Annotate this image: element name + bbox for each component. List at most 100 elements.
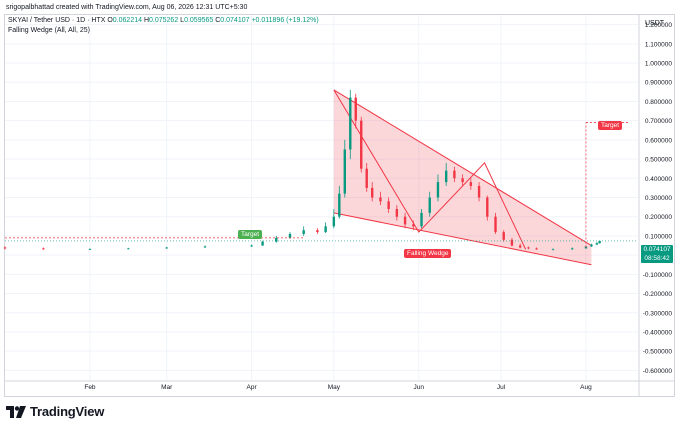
candle-body bbox=[88, 248, 92, 250]
candle-body bbox=[354, 97, 357, 121]
candle-body bbox=[461, 178, 464, 183]
y-tick-label: 0.600000 bbox=[645, 137, 672, 144]
candle-body bbox=[387, 201, 390, 210]
candle-body bbox=[395, 209, 399, 217]
change-value: +0.011896 (+19.12%) bbox=[251, 17, 319, 24]
candle-body bbox=[486, 197, 489, 217]
y-tick-label: 0.800000 bbox=[645, 99, 672, 106]
y-tick-label: 0.900000 bbox=[645, 80, 672, 87]
wedge-lower-line bbox=[333, 212, 592, 266]
y-tick-label: 0.100000 bbox=[645, 233, 672, 240]
open-value: 0.062214 bbox=[112, 17, 142, 24]
candle-body bbox=[518, 245, 522, 248]
y-tick-label: -0.100000 bbox=[643, 272, 673, 279]
y-tick-label: -0.400000 bbox=[643, 329, 673, 336]
candle-body bbox=[370, 187, 374, 198]
ohlc-legend: SKYAI / Tether USD · 1D · HTX O0.062214 … bbox=[8, 17, 319, 24]
candle-body bbox=[338, 193, 341, 217]
y-tick-label: 0.400000 bbox=[645, 176, 672, 183]
y-tick-label: -0.200000 bbox=[643, 291, 673, 298]
target-label-left: Target bbox=[238, 230, 263, 239]
candle-body bbox=[551, 249, 555, 251]
x-tick-label: May bbox=[328, 384, 341, 391]
x-tick-label: Mar bbox=[161, 384, 173, 391]
tradingview-wordmark: TradingView bbox=[30, 404, 105, 419]
candle-body bbox=[379, 197, 382, 202]
candle-body bbox=[332, 216, 336, 227]
candle-body bbox=[595, 243, 599, 245]
candle-body bbox=[469, 182, 473, 186]
candle-body bbox=[360, 120, 363, 169]
wedge-zigzag bbox=[333, 89, 527, 250]
candle-body bbox=[510, 239, 514, 246]
y-tick-label: -0.500000 bbox=[643, 349, 673, 356]
candle-body bbox=[316, 230, 319, 233]
currency-unit-label[interactable]: USDT bbox=[645, 20, 665, 27]
x-tick-label: Aug bbox=[580, 384, 592, 391]
wedge-upper-line bbox=[333, 89, 592, 246]
candle-body bbox=[412, 224, 415, 227]
close-value: 0.074107 bbox=[220, 17, 250, 24]
candle-body bbox=[3, 247, 7, 249]
y-tick-label: 0.300000 bbox=[645, 195, 672, 202]
target-label-right: Target bbox=[598, 121, 623, 130]
candle-body bbox=[302, 230, 305, 234]
low-value: 0.059565 bbox=[184, 17, 214, 24]
y-tick-label: 0.700000 bbox=[645, 118, 672, 125]
chart-frame[interactable] bbox=[4, 14, 675, 397]
candle-body bbox=[403, 216, 407, 225]
price-axis: 1.200000 1.100000 1.000000 0.900000 0.800000… bbox=[638, 15, 673, 396]
candle-body bbox=[42, 248, 45, 250]
x-tick-label: Apr bbox=[247, 384, 258, 391]
falling-wedge-label: Falling Wedge bbox=[404, 249, 452, 258]
candle-body bbox=[165, 247, 168, 249]
x-tick-label: Jun bbox=[414, 384, 425, 391]
last-price-value: 0.074107 bbox=[643, 246, 671, 253]
x-tick-label: Feb bbox=[84, 384, 96, 391]
tradingview-logo[interactable]: TradingView bbox=[6, 404, 104, 419]
candle-body bbox=[477, 185, 481, 198]
candle-body bbox=[428, 197, 431, 213]
y-tick-label: -0.300000 bbox=[643, 310, 673, 317]
candle-body bbox=[365, 168, 368, 188]
candle-body bbox=[502, 232, 505, 240]
candle-body bbox=[275, 237, 278, 242]
candle-body bbox=[127, 248, 130, 250]
candles bbox=[3, 89, 601, 251]
candle-body bbox=[250, 245, 253, 247]
y-tick-label: 0.200000 bbox=[645, 214, 672, 221]
bar-countdown: 08:58:42 bbox=[644, 255, 670, 262]
candle-body bbox=[598, 240, 601, 244]
candle-body bbox=[535, 248, 538, 250]
created-by-line: srigopalbhattad created with TradingView… bbox=[6, 4, 248, 11]
indicator-legend[interactable]: Falling Wedge (All, All, 25) bbox=[8, 27, 90, 34]
y-tick-label: 1.200000 bbox=[645, 22, 672, 29]
candle-body bbox=[453, 170, 456, 179]
candle-body bbox=[343, 149, 346, 194]
candle-body bbox=[494, 216, 497, 233]
high-label: H bbox=[143, 17, 150, 24]
high-value: 0.075262 bbox=[149, 17, 179, 24]
time-axis: Feb Mar Apr May Jun Jul Aug bbox=[5, 380, 675, 391]
last-price-tag: 0.074107 08:58:42 bbox=[641, 245, 673, 263]
y-tick-label: 1.000000 bbox=[645, 61, 672, 68]
candle-body bbox=[288, 234, 292, 238]
candle-body bbox=[571, 248, 574, 250]
candle-body bbox=[436, 182, 440, 198]
grid-lines bbox=[5, 15, 638, 380]
open-label: O bbox=[107, 17, 113, 24]
candle-body bbox=[203, 246, 207, 248]
candle-body bbox=[261, 241, 264, 246]
tradingview-logo-icon bbox=[6, 405, 26, 418]
candle-body bbox=[324, 226, 327, 233]
x-tick-label: Jul bbox=[497, 384, 506, 391]
candle-body bbox=[420, 212, 423, 227]
symbol-label[interactable]: SKYAI / Tether USD · 1D · HTX bbox=[8, 17, 106, 24]
y-tick-label: 0.500000 bbox=[645, 157, 672, 164]
close-label: C bbox=[215, 17, 221, 24]
candle-body bbox=[349, 97, 352, 150]
y-tick-label: 1.100000 bbox=[645, 41, 672, 48]
candle-body bbox=[444, 170, 448, 183]
candle-body bbox=[527, 247, 530, 249]
